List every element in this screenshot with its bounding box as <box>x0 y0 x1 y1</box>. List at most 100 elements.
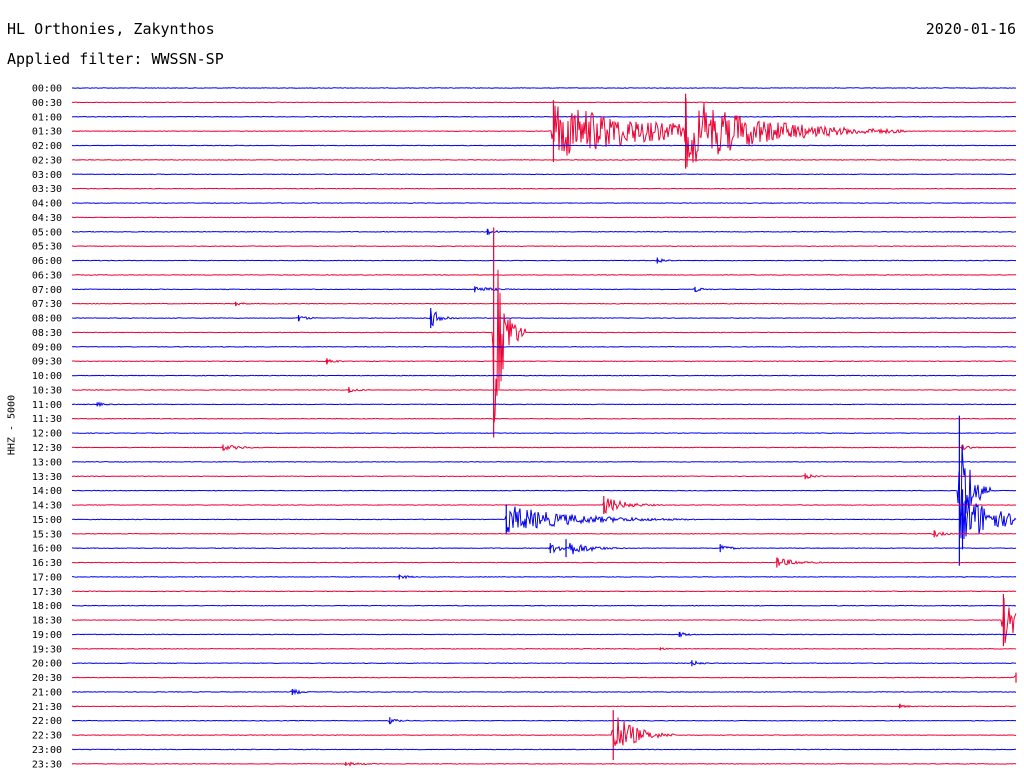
trace-line <box>71 98 1017 167</box>
trace-line <box>71 461 1017 463</box>
trace-line <box>71 444 1017 452</box>
trace-line <box>71 688 1017 696</box>
row-time-label: 07:30 <box>32 299 62 310</box>
row-time-label: 18:00 <box>32 601 62 612</box>
row-time-label: 22:30 <box>32 731 62 742</box>
trace-line <box>71 274 1017 276</box>
row-time-label: 02:00 <box>32 141 62 152</box>
trace-line <box>71 598 1017 644</box>
trace-line <box>71 647 1017 651</box>
row-time-label: 05:00 <box>32 227 62 238</box>
time-tick-labels: 00:00 00:30 01:00 01:30 02:00 02:30 03:00 03:30… <box>32 84 62 771</box>
row-time-label: 14:30 <box>32 501 62 512</box>
trace-line <box>71 659 1017 666</box>
trace-line <box>71 717 1017 746</box>
row-time-label: 07:00 <box>32 285 62 296</box>
trace-line <box>71 703 1017 709</box>
applied-filter-label: Applied filter: WWSSN-SP <box>7 50 224 68</box>
trace-line <box>71 558 1017 566</box>
row-time-label: 19:30 <box>32 644 62 655</box>
trace-line <box>71 358 1017 366</box>
row-time-label: 13:30 <box>32 472 62 483</box>
trace-line <box>71 245 1017 248</box>
row-time-label: 11:30 <box>32 414 62 425</box>
row-time-label: 03:00 <box>32 170 62 181</box>
row-time-label: 08:30 <box>32 328 62 339</box>
trace-line <box>71 417 1017 420</box>
trace-line <box>71 432 1017 434</box>
trace-line <box>71 675 1017 679</box>
trace-line <box>71 498 1017 514</box>
trace-line <box>71 216 1017 219</box>
row-time-label: 10:00 <box>32 371 62 382</box>
row-time-label: 23:30 <box>32 759 62 770</box>
row-time-label: 16:00 <box>32 544 62 555</box>
trace-line <box>71 761 1017 767</box>
trace-line <box>71 345 1017 348</box>
trace-line <box>71 590 1017 593</box>
trace-line <box>71 718 1017 725</box>
row-time-label: 01:00 <box>32 112 62 123</box>
trace-line <box>71 387 1017 393</box>
trace-line <box>71 187 1017 190</box>
row-time-label: 14:00 <box>32 486 62 497</box>
row-time-label: 15:00 <box>32 515 62 526</box>
row-time-label: 04:30 <box>32 213 62 224</box>
row-time-label: 21:00 <box>32 687 62 698</box>
trace-line <box>71 748 1017 751</box>
trace-line <box>71 101 1017 104</box>
recording-date: 2020-01-16 <box>925 20 1016 38</box>
row-time-label: 12:00 <box>32 429 62 440</box>
row-time-label: 17:00 <box>32 572 62 583</box>
seismic-traces <box>71 87 1017 767</box>
row-time-label: 00:00 <box>32 84 62 95</box>
row-time-label: 05:30 <box>32 242 62 253</box>
trace-line <box>71 228 1017 236</box>
trace-line <box>71 574 1017 580</box>
row-time-label: 01:30 <box>32 127 62 138</box>
trace-line <box>71 286 1017 293</box>
row-time-label: 11:00 <box>32 400 62 411</box>
row-time-label: 18:30 <box>32 616 62 627</box>
row-time-label: 04:00 <box>32 199 62 210</box>
row-time-label: 17:30 <box>32 587 62 598</box>
trace-line <box>71 604 1017 607</box>
trace-line <box>71 530 1017 538</box>
row-time-label: 06:30 <box>32 270 62 281</box>
row-time-label: 23:00 <box>32 745 62 756</box>
row-time-label: 15:30 <box>32 529 62 540</box>
row-time-label: 02:30 <box>32 155 62 166</box>
row-time-label: 20:30 <box>32 673 62 684</box>
row-time-label: 16:30 <box>32 558 62 569</box>
trace-line <box>71 473 1017 480</box>
trace-line <box>71 115 1017 118</box>
row-time-label: 00:30 <box>32 98 62 109</box>
row-time-label: 22:00 <box>32 716 62 727</box>
trace-line <box>71 374 1017 377</box>
trace-line <box>71 173 1017 176</box>
row-time-label: 13:00 <box>32 457 62 468</box>
trace-line <box>71 144 1017 147</box>
trace-line <box>71 269 1017 424</box>
row-time-label: 06:00 <box>32 256 62 267</box>
trace-line <box>71 496 1017 540</box>
trace-line <box>71 401 1017 408</box>
row-time-label: 20:00 <box>32 659 62 670</box>
trace-line <box>71 302 1017 307</box>
trace-line <box>71 258 1017 264</box>
trace-line <box>71 202 1017 204</box>
row-time-label: 08:00 <box>32 314 62 325</box>
trace-line <box>71 445 1017 539</box>
trace-line <box>71 87 1017 89</box>
row-time-label: 21:30 <box>32 702 62 713</box>
row-time-label: 19:00 <box>32 630 62 641</box>
row-time-label: 10:30 <box>32 385 62 396</box>
trace-line <box>72 542 1017 555</box>
station-title: HL Orthonies, Zakynthos <box>7 20 215 38</box>
trace-line <box>71 159 1017 161</box>
row-time-label: 09:30 <box>32 357 62 368</box>
trace-line <box>71 631 1017 638</box>
trace-line <box>71 311 1017 327</box>
row-time-label: 12:30 <box>32 443 62 454</box>
